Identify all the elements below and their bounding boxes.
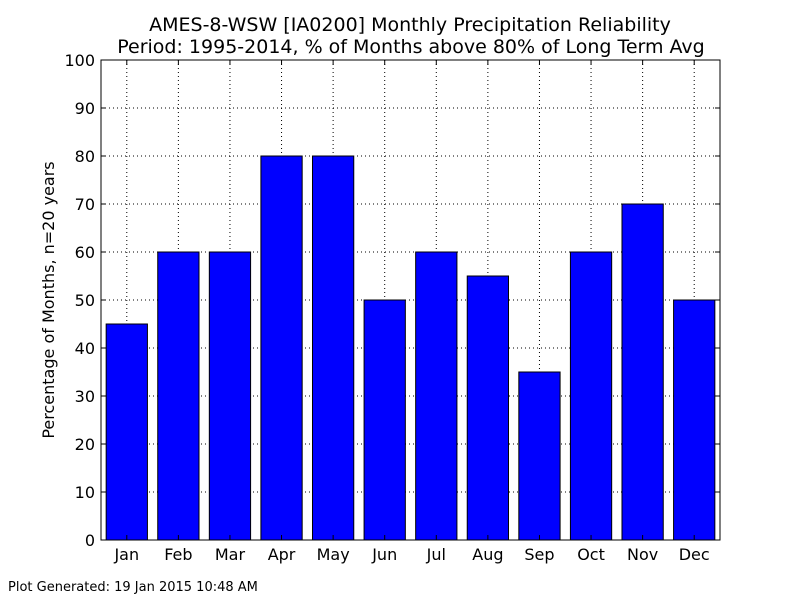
y-tick-label: 40 [75, 339, 95, 358]
bars [105, 155, 716, 541]
y-tick-label: 70 [75, 195, 95, 214]
y-tick-label: 60 [75, 243, 95, 262]
plot-generated-footer: Plot Generated: 19 Jan 2015 10:48 AM [8, 580, 258, 595]
bar-feb [157, 251, 200, 541]
chart-subtitle: Period: 1995-2014, % of Months above 80%… [117, 36, 705, 58]
x-tick-label: Oct [577, 545, 605, 564]
y-tick-label: 90 [75, 99, 95, 118]
x-tick-label: Dec [679, 545, 710, 564]
x-tick-label: Aug [472, 545, 503, 564]
bar-jan [105, 323, 148, 541]
x-tick-label: Jun [371, 545, 397, 564]
x-tick-label: Sep [524, 545, 554, 564]
bar-aug [466, 275, 510, 541]
chart-title: AMES-8-WSW [IA0200] Monthly Precipitatio… [149, 14, 671, 36]
y-tick-label: 0 [85, 531, 95, 550]
axis-ticks: 0 10 20 30 40 50 60 70 80 90 100 Jan Feb Mar Apr May Jun… [64, 51, 720, 564]
bar-may [311, 155, 355, 541]
bar-jun [363, 299, 406, 541]
bar-apr [260, 155, 303, 541]
bar-jul [415, 251, 458, 541]
y-tick-label: 50 [75, 291, 95, 310]
x-tick-label: Mar [215, 545, 246, 564]
x-tick-label: May [317, 545, 350, 564]
bar-oct [569, 251, 613, 541]
y-tick-label: 80 [75, 147, 95, 166]
x-tick-label: Apr [268, 545, 296, 564]
y-tick-label: 20 [75, 435, 95, 454]
bar-dec [673, 299, 716, 541]
bar-sep [518, 371, 561, 541]
x-tick-label: Nov [627, 545, 658, 564]
y-axis-label: Percentage of Months, n=20 years [39, 161, 58, 438]
y-tick-label: 100 [64, 51, 95, 70]
x-tick-label: Jan [113, 545, 139, 564]
y-tick-label: 30 [75, 387, 95, 406]
x-tick-label: Jul [426, 545, 446, 564]
x-tick-label: Feb [164, 545, 192, 564]
y-tick-label: 10 [75, 483, 95, 502]
bar-mar [208, 251, 252, 541]
bar-nov [621, 203, 664, 541]
